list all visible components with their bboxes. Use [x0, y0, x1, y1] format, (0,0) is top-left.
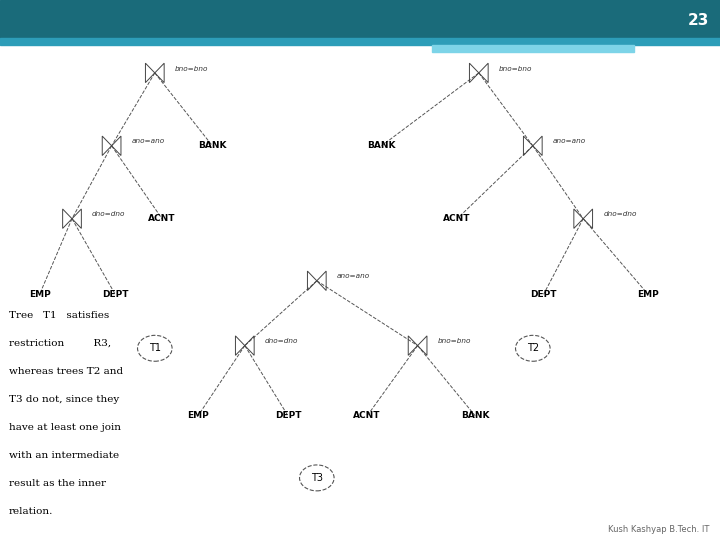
Text: T2: T2: [527, 343, 539, 353]
Text: dno=dno: dno=dno: [265, 338, 298, 345]
Text: relation.: relation.: [9, 507, 53, 516]
Text: EMP: EMP: [637, 290, 659, 299]
Text: T3 do not, since they: T3 do not, since they: [9, 395, 119, 404]
Text: ano=ano: ano=ano: [553, 138, 586, 145]
Text: restriction         R3,: restriction R3,: [9, 339, 111, 348]
Text: bno=bno: bno=bno: [499, 65, 532, 72]
Text: BANK: BANK: [367, 141, 396, 150]
Text: whereas trees T2 and: whereas trees T2 and: [9, 367, 123, 376]
Text: 23: 23: [688, 13, 709, 28]
Text: dno=dno: dno=dno: [92, 211, 125, 218]
Text: with an intermediate: with an intermediate: [9, 451, 119, 460]
Bar: [0, 0, 720, 38]
Text: DEPT: DEPT: [102, 290, 128, 299]
Text: Kush Kashyap B.Tech. IT: Kush Kashyap B.Tech. IT: [608, 524, 709, 534]
Text: DEPT: DEPT: [531, 290, 557, 299]
Text: bno=bno: bno=bno: [438, 338, 471, 345]
Text: ACNT: ACNT: [148, 214, 176, 223]
Bar: [432, 45, 634, 52]
Bar: [432, 38, 720, 45]
Text: ACNT: ACNT: [444, 214, 471, 223]
Text: EMP: EMP: [187, 411, 209, 420]
Text: T3: T3: [311, 473, 323, 483]
Text: EMP: EMP: [29, 290, 50, 299]
Text: BANK: BANK: [198, 141, 227, 150]
Text: result as the inner: result as the inner: [9, 479, 106, 488]
Text: ano=ano: ano=ano: [132, 138, 165, 145]
Text: Tree   T1   satisfies: Tree T1 satisfies: [9, 310, 109, 320]
Text: ACNT: ACNT: [354, 411, 381, 420]
Text: BANK: BANK: [461, 411, 490, 420]
Text: ano=ano: ano=ano: [337, 273, 370, 280]
Text: bno=bno: bno=bno: [175, 65, 208, 72]
Text: have at least one join: have at least one join: [9, 423, 121, 432]
Text: DEPT: DEPT: [275, 411, 301, 420]
Bar: [0, 38, 432, 45]
Text: T1: T1: [149, 343, 161, 353]
Text: dno=dno: dno=dno: [603, 211, 636, 218]
